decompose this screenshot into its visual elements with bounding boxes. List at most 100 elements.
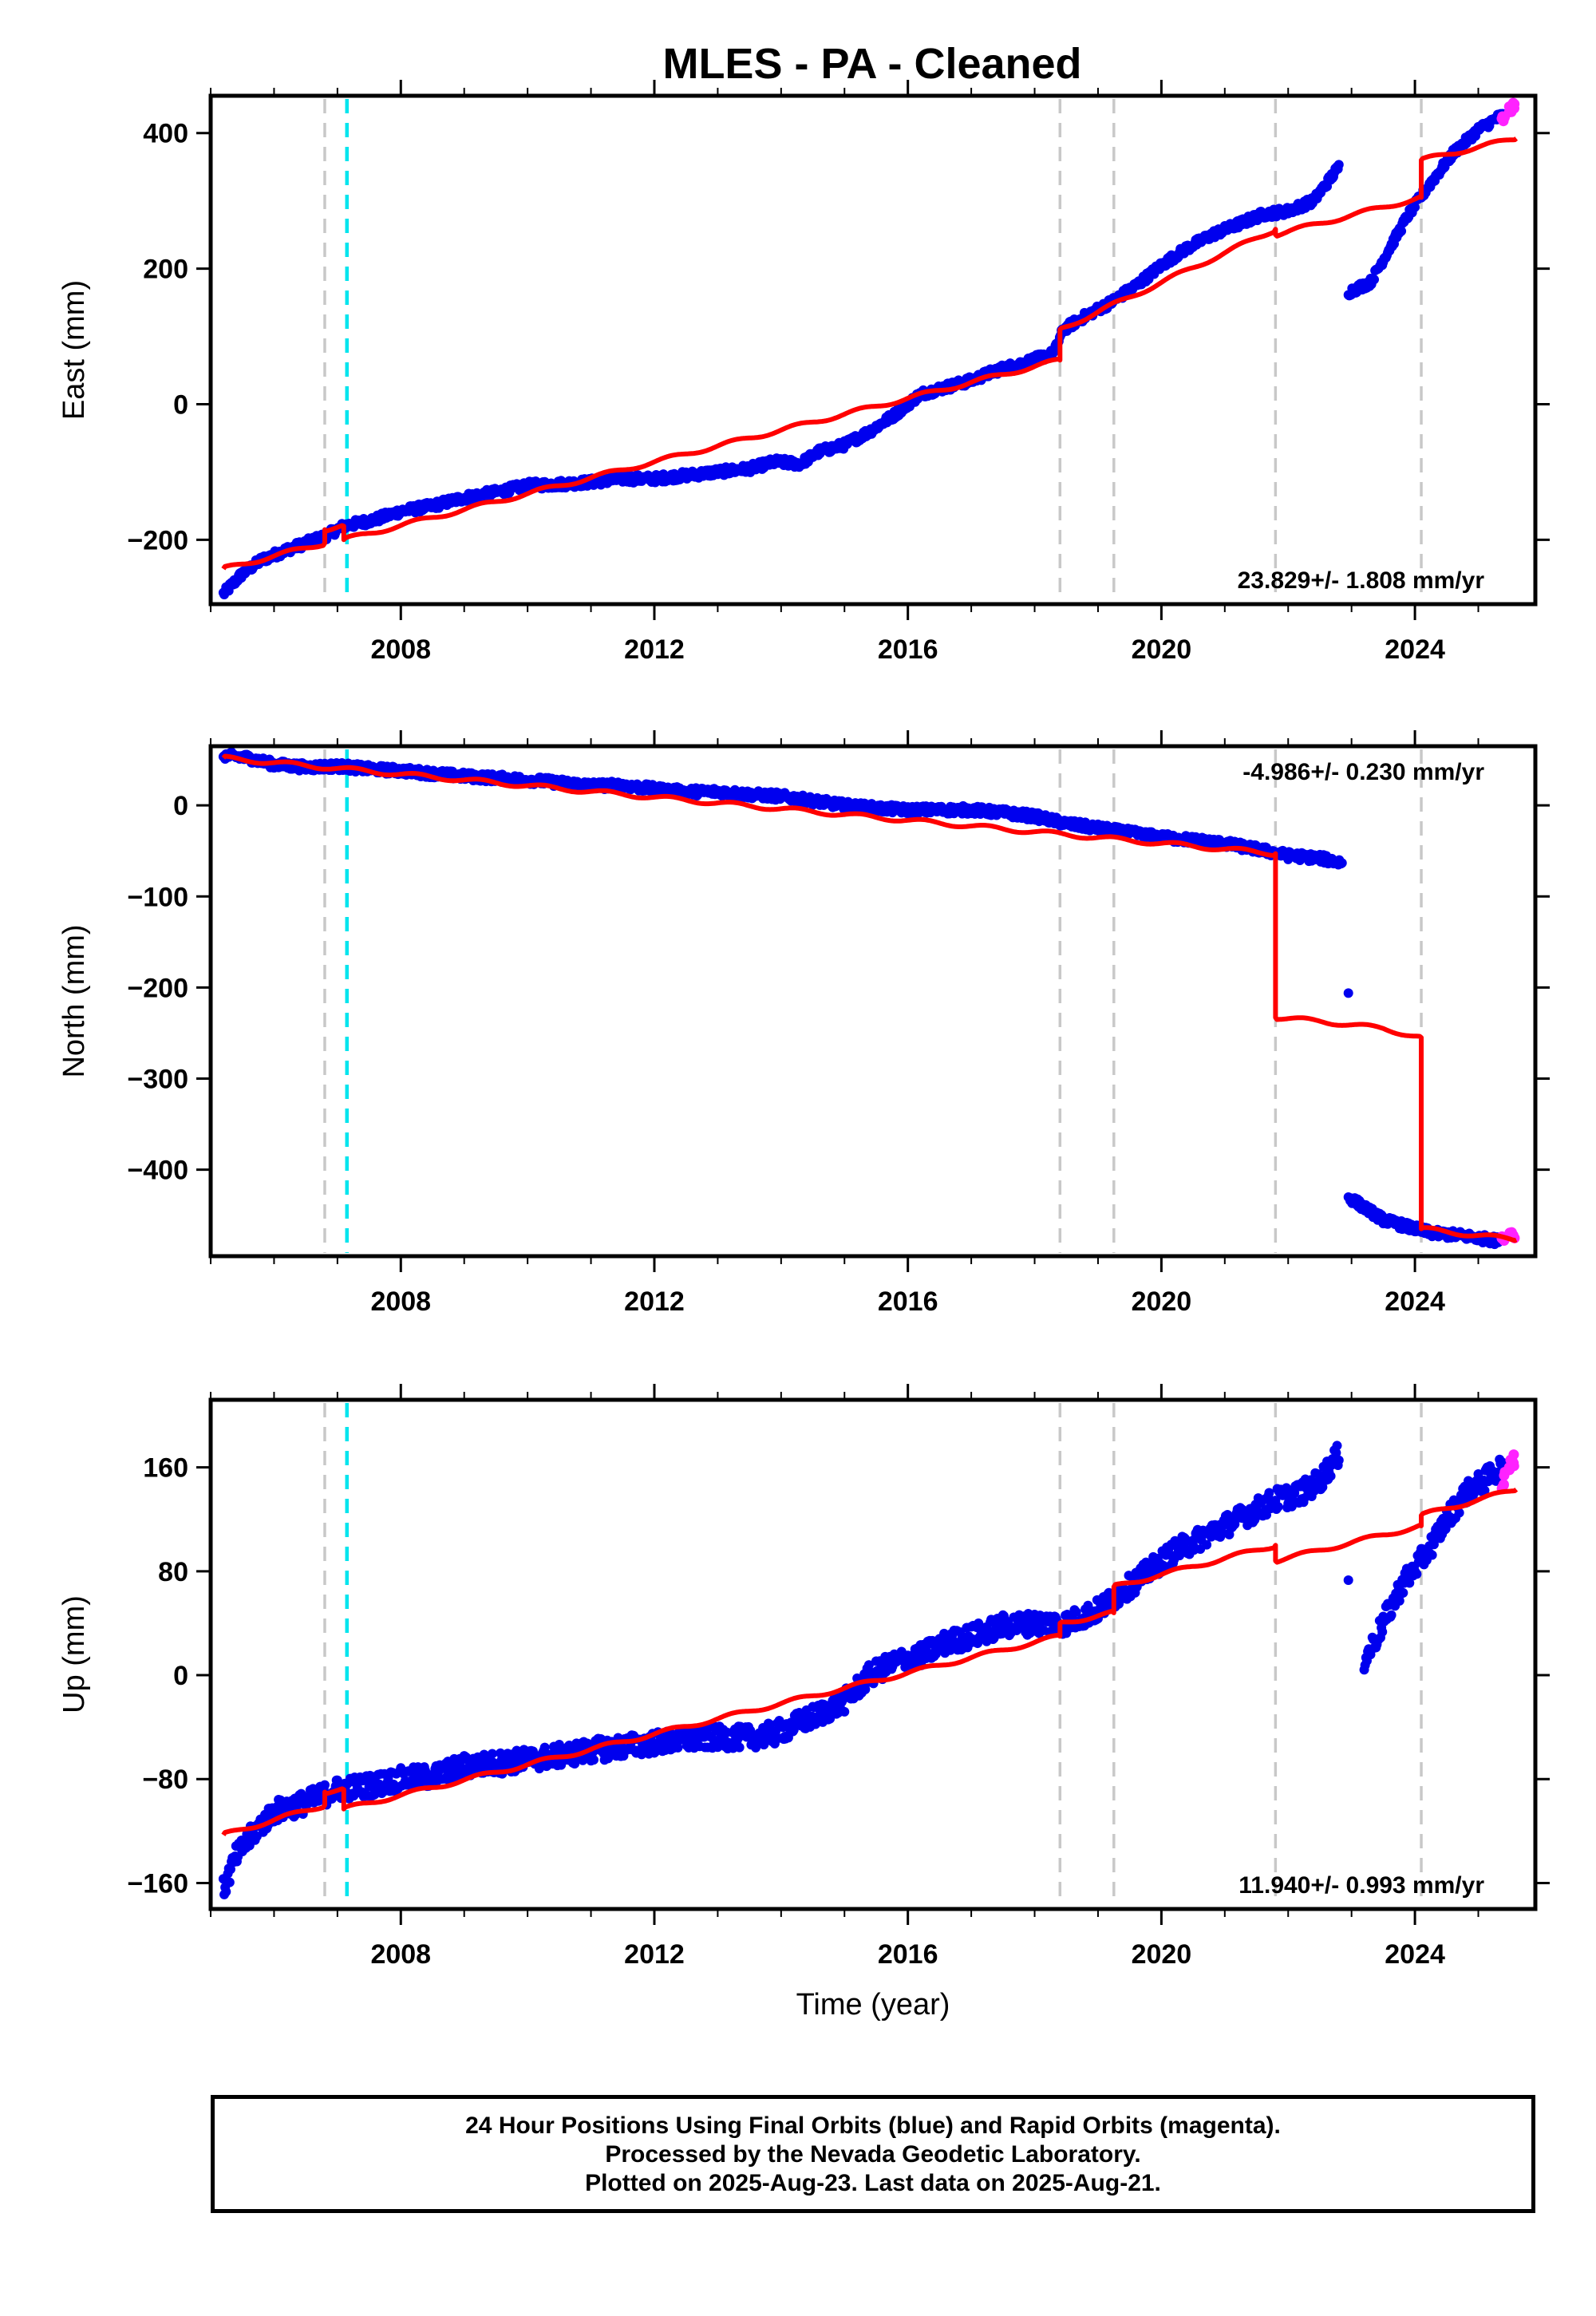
final-orbit-point [1343,1575,1353,1585]
final-orbit-point [863,1660,874,1670]
final-orbit-point [1313,1468,1323,1479]
y-tick-label: −200 [127,973,188,1003]
final-orbit-point [1332,1441,1342,1451]
final-orbit-point [1369,275,1380,285]
x-tick-label: 2024 [1385,1286,1445,1317]
model-fit-line [221,1488,1519,1836]
final-orbit-point [1454,1508,1464,1518]
x-tick-label: 2020 [1132,634,1192,665]
y-tick-label: 200 [143,255,188,285]
final-orbit-point [1331,1448,1341,1458]
x-tick-label: 2016 [878,634,938,665]
final-orbit-point [539,1742,550,1753]
y-tick-label: −300 [127,1064,188,1094]
figure-title: MLES - PA - Cleaned [662,40,1081,88]
x-tick-label: 2012 [624,1286,685,1317]
y-tick-label: 400 [143,119,188,149]
final-orbit-point [1343,988,1353,998]
footer-line-plotted: Plotted on 2025-Aug-23. Last data on 202… [585,2170,1161,2196]
x-tick-label: 2008 [370,1286,431,1317]
x-tick-label: 2016 [878,1286,938,1317]
final-orbit-point [1398,1587,1408,1598]
final-orbit-point [1325,1471,1336,1481]
x-tick-label: 2016 [878,1939,938,1970]
final-orbit-point [1396,226,1407,236]
final-orbit-point [1479,1485,1490,1496]
x-tick-label: 2008 [370,1939,431,1970]
north-axis-label: North (mm) [57,924,91,1077]
final-orbit-point [788,1725,799,1735]
final-orbit-point [1202,1539,1212,1550]
y-tick-label: 0 [173,791,188,821]
final-orbit-point [1377,1626,1388,1637]
footer-caption-box: 24 Hour Positions Using Final Orbits (bl… [211,2095,1535,2213]
x-tick-label: 2012 [624,634,685,665]
panel-up: −160 −80 0 80 160 2008 2012 2016 2020 2024 Up (mm)… [57,1384,1550,2022]
final-orbit-point [221,1887,231,1897]
x-tick-label: 2012 [624,1939,685,1970]
final-orbit-point [225,1864,235,1875]
rapid-orbit-point [1498,1480,1509,1491]
x-tick-label: 2020 [1132,1939,1192,1970]
north-plot-frame [208,744,1538,1259]
final-orbit-point [487,1749,497,1759]
rapid-orbit-point [1496,113,1507,124]
final-orbit-point [583,1738,593,1749]
final-orbit-point [224,1877,235,1887]
time-axis-label: Time (year) [796,1988,950,2022]
final-orbit-point [1412,1569,1422,1579]
y-tick-label: −160 [127,1868,188,1899]
final-orbit-point [554,1739,564,1749]
final-orbit-point [839,1706,850,1717]
north-data-group [218,747,1520,1250]
final-orbit-point [734,1742,745,1753]
final-orbit-point [588,1755,598,1765]
final-orbit-point [1386,1610,1396,1620]
final-orbit-point [1333,1455,1344,1465]
east-plot-frame [208,93,1538,607]
footer-line-processed: Processed by the Nevada Geodetic Laborat… [605,2141,1141,2168]
final-orbit-point [1317,1482,1328,1492]
final-orbit-point [673,1742,683,1753]
x-tick-label: 2020 [1132,1286,1192,1317]
y-tick-label: −200 [127,525,188,555]
east-velocity-annotation: 23.829+/- 1.808 mm/yr [1238,567,1485,594]
final-orbit-point [1404,1578,1415,1588]
x-tick-label: 2024 [1385,1939,1445,1970]
final-orbit-point [1337,858,1347,868]
model-fit-line [221,136,1519,571]
final-orbit-point [1410,202,1420,212]
final-orbit-point [1264,1488,1274,1498]
east-data-group [218,97,1520,600]
x-tick-label: 2024 [1385,634,1445,665]
final-orbit-point [1333,160,1344,170]
panels: −200 0 200 400 2008 2012 2016 2020 2024 East (mm)… [57,80,1550,2022]
model-fit-line [221,753,1518,1243]
panel-east: −200 0 200 400 2008 2012 2016 2020 2024 East (mm)… [57,80,1550,665]
panel-north: −400 −300 −200 −100 0 2008 2012 2016 2020 2024 Nor… [57,730,1550,1317]
final-orbit-point [1427,1550,1437,1560]
up-data-group [218,1441,1519,1899]
footer-line-orbits: 24 Hour Positions Using Final Orbits (bl… [465,2112,1281,2139]
y-tick-label: −100 [127,882,188,912]
y-tick-label: 0 [173,1661,188,1691]
north-velocity-annotation: -4.986+/- 0.230 mm/yr [1242,759,1484,785]
y-tick-label: 0 [173,389,188,420]
y-tick-label: −400 [127,1156,188,1186]
final-orbit-point [496,1748,506,1758]
final-orbit-point [1428,1539,1439,1550]
up-plot-frame [208,1397,1538,1911]
rapid-orbit-point [1507,97,1519,109]
up-velocity-annotation: 11.940+/- 0.993 mm/yr [1238,1872,1484,1899]
final-orbit-point [1071,1607,1081,1617]
east-axis-label: East (mm) [57,280,91,420]
y-tick-label: 80 [158,1557,188,1587]
x-tick-label: 2008 [370,634,431,665]
up-axis-label: Up (mm) [57,1595,91,1713]
rapid-orbit-point [1507,1455,1518,1466]
y-tick-label: 160 [143,1453,188,1484]
final-orbit-point [1273,1502,1283,1512]
final-orbit-point [319,1780,330,1790]
y-tick-label: −80 [142,1765,188,1795]
